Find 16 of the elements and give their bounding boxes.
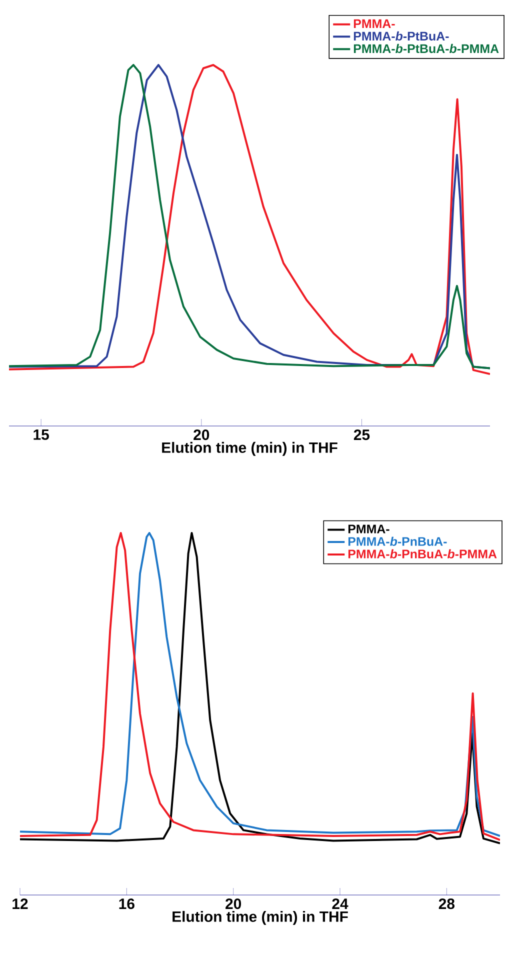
x-tick-label: 25 [354,430,370,440]
x-tick-label: 20 [226,898,242,910]
x-tick-label: 16 [119,898,134,910]
legend-label: PMMA- [354,19,395,28]
x-tick-label: 12 [12,898,28,909]
x-axis-title: Elution time (min) in THF [162,442,338,456]
x-tick-label: 20 [194,430,210,440]
x-tick-label: 28 [438,898,455,910]
legend-label: PMMA-b-PnBuA-b-PMMA [348,549,497,558]
legend-label: PMMA-b-PtBuA-b-PMMA [354,44,499,54]
legend-label: PMMA- [348,524,390,534]
x-axis-title: Elution time (min) in THF [172,910,348,925]
x-tick-label: 24 [332,898,348,909]
legend-label: PMMA-b-PtBuA- [354,31,449,41]
legend-label: PMMA-b-PnBuA- [348,536,447,546]
x-tick-label: 15 [34,430,49,440]
